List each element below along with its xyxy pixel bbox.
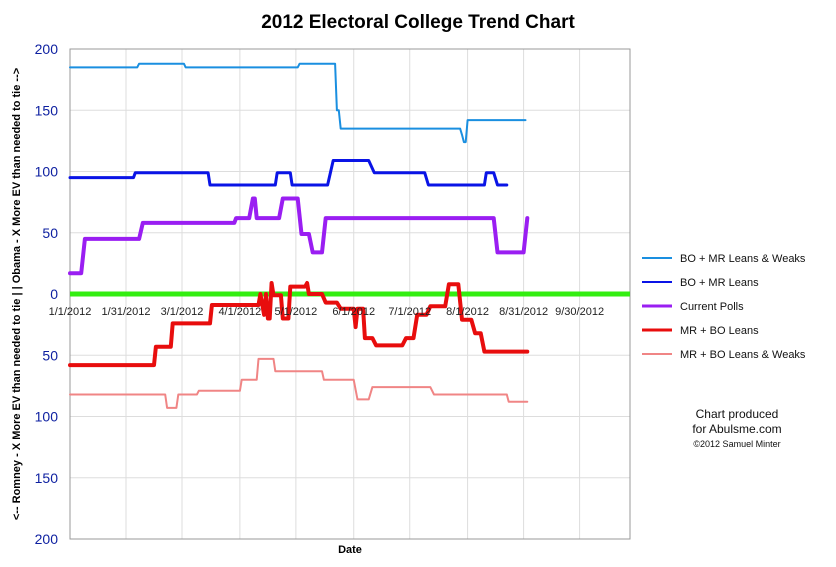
y-tick-label: 50	[42, 225, 58, 241]
y-tick-label: 200	[35, 41, 59, 57]
x-tick-label: 5/1/2012	[274, 306, 317, 318]
credit-line-1: Chart produced	[696, 407, 779, 421]
legend-label: Current Polls	[680, 301, 744, 313]
x-tick-label: 1/1/2012	[49, 306, 92, 318]
legend-label: MR + BO Leans & Weaks	[680, 349, 806, 361]
series-line-1	[69, 62, 527, 144]
chart-title: 2012 Electoral College Trend Chart	[261, 12, 575, 33]
x-axis-ticks: 1/1/2012 1/31/2012 3/1/2012 4/1/2012 5/1/201…	[49, 306, 604, 318]
series-line-2	[68, 159, 509, 187]
credit-line-3: ©2012 Samuel Minter	[693, 439, 780, 449]
x-axis-title: Date	[338, 544, 362, 556]
y-tick-label: 50	[42, 347, 58, 363]
x-tick-label: 1/31/2012	[102, 306, 151, 318]
series-line-3	[68, 196, 530, 276]
x-tick-label: 3/1/2012	[161, 306, 204, 318]
x-tick-label: 4/1/2012	[218, 306, 261, 318]
x-tick-label: 8/31/2012	[499, 306, 548, 318]
legend-label: BO + MR Leans	[680, 277, 759, 289]
y-tick-label: 200	[35, 531, 59, 547]
series-line-5	[69, 357, 529, 409]
y-tick-label: 150	[35, 470, 59, 486]
y-tick-label: 100	[35, 409, 59, 425]
y-axis-ticks: 200 150 100 50 0 50 100 150 200	[35, 41, 59, 547]
series-line-4	[68, 281, 530, 368]
x-tick-label: 8/1/2012	[446, 306, 489, 318]
y-tick-label: 100	[35, 164, 59, 180]
x-tick-label: 9/30/2012	[555, 306, 604, 318]
legend: BO + MR Leans & Weaks BO + MR Leans Curren…	[642, 253, 806, 361]
x-tick-label: 6/1/2012	[332, 306, 375, 318]
legend-label: BO + MR Leans & Weaks	[680, 253, 806, 265]
credit-line-2: for Abulsme.com	[692, 422, 781, 436]
y-tick-label: 0	[50, 286, 58, 302]
series-lines	[68, 62, 530, 409]
legend-label: MR + BO Leans	[680, 325, 759, 337]
y-tick-label: 150	[35, 102, 59, 118]
x-tick-label: 7/1/2012	[388, 306, 431, 318]
y-axis-title: <-- Romney - X More EV than needed to ti…	[11, 68, 23, 520]
